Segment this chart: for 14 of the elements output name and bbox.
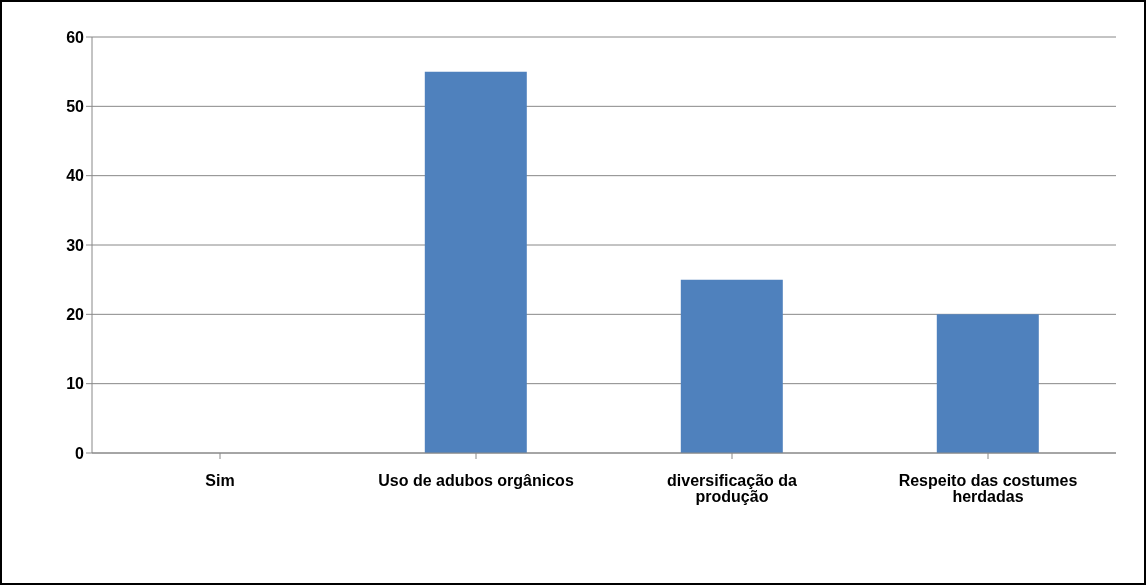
y-tick-label: 20 <box>66 306 85 324</box>
y-tick-label: 0 <box>75 444 85 462</box>
x-tick-label: diversificação da produção <box>667 472 798 506</box>
y-tick-label: 10 <box>66 375 85 393</box>
x-tick-label: Sim <box>205 472 235 490</box>
x-tick-label: Uso de adubos orgânicos <box>378 472 574 490</box>
y-tick-label: 60 <box>66 28 85 46</box>
bar <box>936 314 1039 453</box>
y-tick-label: 50 <box>66 98 85 116</box>
y-tick-label: 40 <box>66 167 85 185</box>
x-tick-label: Respeito das costumes herdadas <box>898 472 1078 506</box>
y-tick-label: 30 <box>66 236 85 254</box>
bar <box>424 71 527 453</box>
bar <box>680 279 783 453</box>
